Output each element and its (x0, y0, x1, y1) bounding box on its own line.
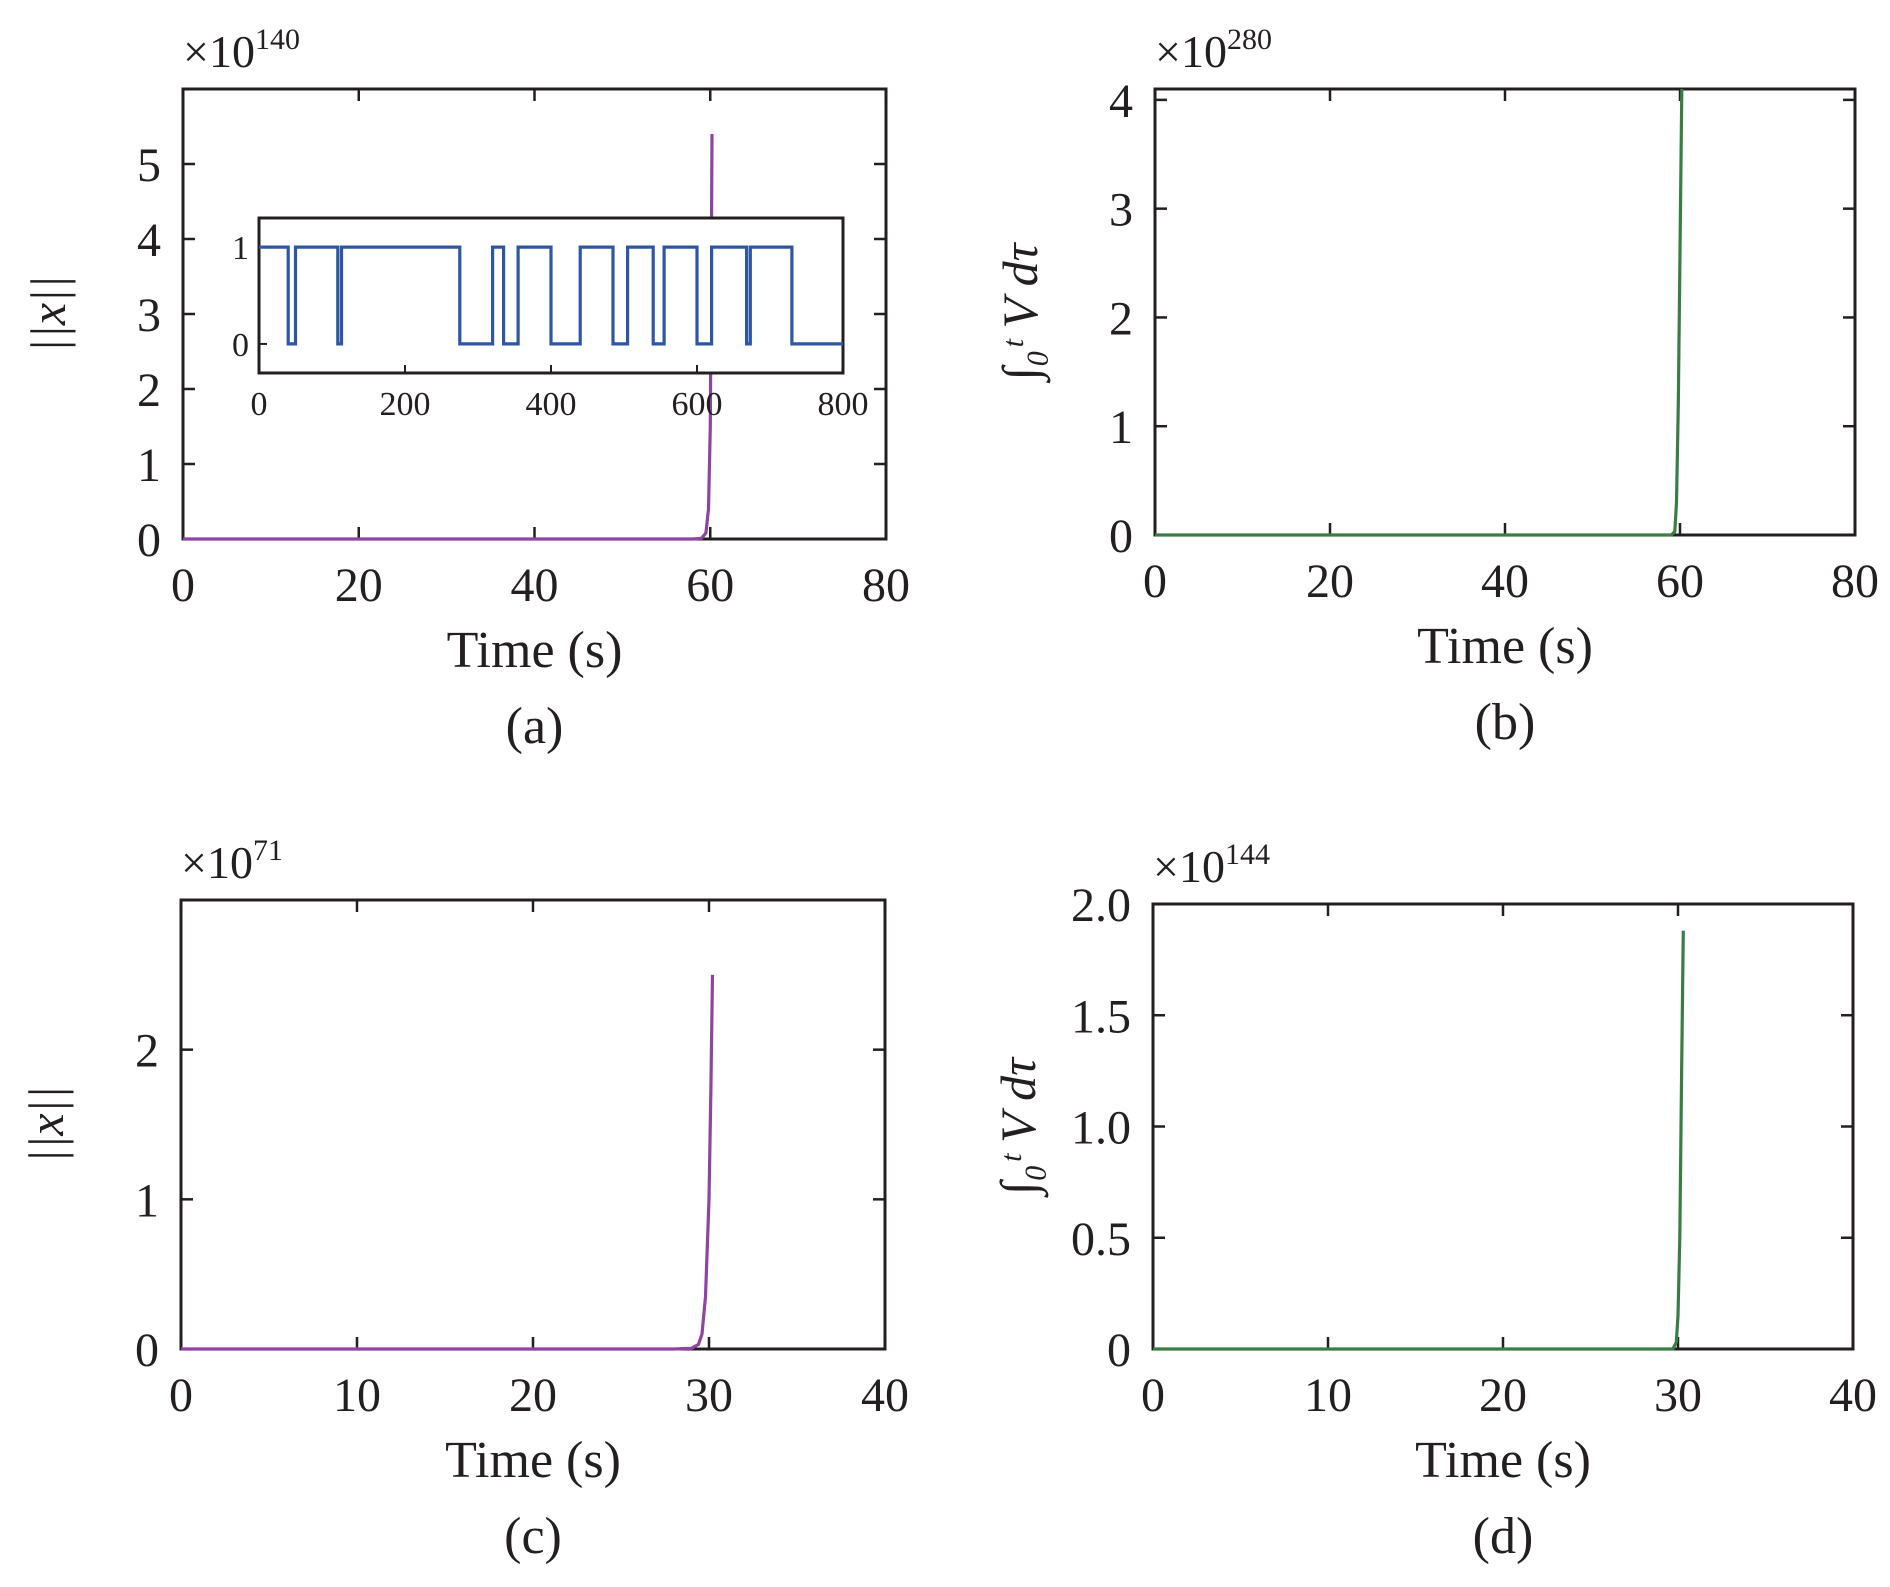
panel-caption: (c) (504, 1508, 562, 1565)
inset-x-tick-label: 200 (380, 386, 431, 423)
y-axis-label: ||x|| (18, 1086, 74, 1163)
inset-plot: 0 200 400 600 800 0 1 (232, 216, 869, 423)
y-multiplier-base: ×10 (181, 837, 253, 888)
panel-caption: (d) (1473, 1508, 1534, 1565)
axes-frame (1151, 902, 1855, 1351)
y-tick-label: 4 (1109, 75, 1133, 128)
x-tick-label: 80 (1831, 555, 1879, 608)
y-tick-label: 2 (137, 364, 161, 417)
x-axis-label: Time (s) (445, 1432, 621, 1489)
inset-series-line (259, 245, 843, 346)
x-tick-label: 0 (169, 1369, 193, 1422)
y-tick-label: 0 (1109, 510, 1133, 563)
panel-d: 0 10 20 30 40 0 0.5 1.0 1.5 2.0 ×10144 Time (s) (d) ∫… (990, 838, 1877, 1565)
x-tick-label: 20 (1479, 1369, 1527, 1422)
x-tick-label: 30 (685, 1369, 733, 1422)
y-tick-label: 1.5 (1071, 990, 1131, 1043)
inset-x-tick-label: 600 (672, 386, 723, 423)
x-tick-label: 30 (1654, 1369, 1702, 1422)
panel-caption: (a) (506, 698, 564, 755)
y-tick-label: 2.0 (1071, 879, 1131, 932)
y-tick-label: 0 (137, 514, 161, 567)
x-tick-label: 40 (511, 559, 559, 612)
series-line (1155, 88, 1684, 537)
x-tick-label: 40 (861, 1369, 909, 1422)
y-axis-label: ||x|| (20, 275, 76, 352)
y-tick-label: 1 (135, 1174, 159, 1227)
inset-x-tick-label: 0 (251, 386, 268, 423)
y-tick-label: 1 (1109, 401, 1133, 454)
x-axis-label: Time (s) (1417, 618, 1593, 675)
x-tick-label: 80 (862, 559, 910, 612)
x-tick-label: 20 (335, 559, 383, 612)
y-multiplier-exponent: 140 (255, 23, 300, 56)
y-multiplier: ×10280 (1155, 23, 1272, 77)
x-tick-label: 20 (1306, 555, 1354, 608)
y-tick-label: 1 (137, 439, 161, 492)
x-tick-label: 40 (1481, 555, 1529, 608)
y-tick-label: 2 (135, 1025, 159, 1078)
panel-caption: (b) (1475, 694, 1536, 751)
y-tick-label: 4 (137, 214, 161, 267)
y-multiplier-exponent: 144 (1225, 838, 1270, 871)
panel-b: 0 20 40 60 80 0 1 2 3 4 ×10280 Time (s) (b) ∫₀ᵗ V dτ (992, 23, 1879, 751)
y-tick-label: 1.0 (1071, 1102, 1131, 1155)
x-tick-label: 60 (1656, 555, 1704, 608)
y-tick-label: 2 (1109, 292, 1133, 345)
y-multiplier-exponent: 280 (1227, 23, 1272, 56)
y-tick-label: 0 (135, 1324, 159, 1377)
y-axis-label: ∫₀ᵗ V dτ (990, 1056, 1049, 1198)
series-line (181, 974, 715, 1351)
y-tick-label: 3 (137, 289, 161, 342)
x-axis-label: Time (s) (1415, 1432, 1591, 1489)
x-tick-label: 10 (1304, 1369, 1352, 1422)
y-multiplier-base: ×10 (1155, 26, 1227, 77)
y-tick-label: 0 (1107, 1324, 1131, 1377)
axes-frame (179, 898, 887, 1351)
y-multiplier-base: ×10 (183, 26, 255, 77)
x-tick-label: 0 (1143, 555, 1167, 608)
y-multiplier-base: ×10 (1153, 841, 1225, 892)
inset-y-tick-label: 0 (232, 327, 249, 364)
y-tick-label: 0.5 (1071, 1213, 1131, 1266)
inset-x-tick-label: 800 (818, 386, 869, 423)
y-multiplier: ×1071 (181, 834, 283, 888)
y-multiplier-exponent: 71 (253, 834, 283, 867)
y-multiplier: ×10144 (1153, 838, 1270, 892)
inset-y-tick-label: 1 (232, 230, 249, 267)
y-tick-label: 3 (1109, 184, 1133, 237)
x-tick-label: 40 (1829, 1369, 1877, 1422)
inset-x-tick-label: 400 (526, 386, 577, 423)
x-tick-label: 20 (509, 1369, 557, 1422)
series-line (1153, 930, 1685, 1351)
y-tick-label: 5 (137, 139, 161, 192)
x-axis-label: Time (s) (447, 622, 623, 679)
y-multiplier: ×10140 (183, 23, 300, 77)
x-tick-label: 0 (171, 559, 195, 612)
series-line (183, 133, 714, 541)
y-axis-label: ∫₀ᵗ V dτ (992, 241, 1051, 383)
x-tick-label: 10 (333, 1369, 381, 1422)
panel-c: 0 10 20 30 40 0 1 2 ×1071 Time (s) (c) ||x|| (18, 834, 909, 1565)
x-tick-label: 60 (686, 559, 734, 612)
x-tick-label: 0 (1141, 1369, 1165, 1422)
axes-frame (1153, 87, 1857, 537)
